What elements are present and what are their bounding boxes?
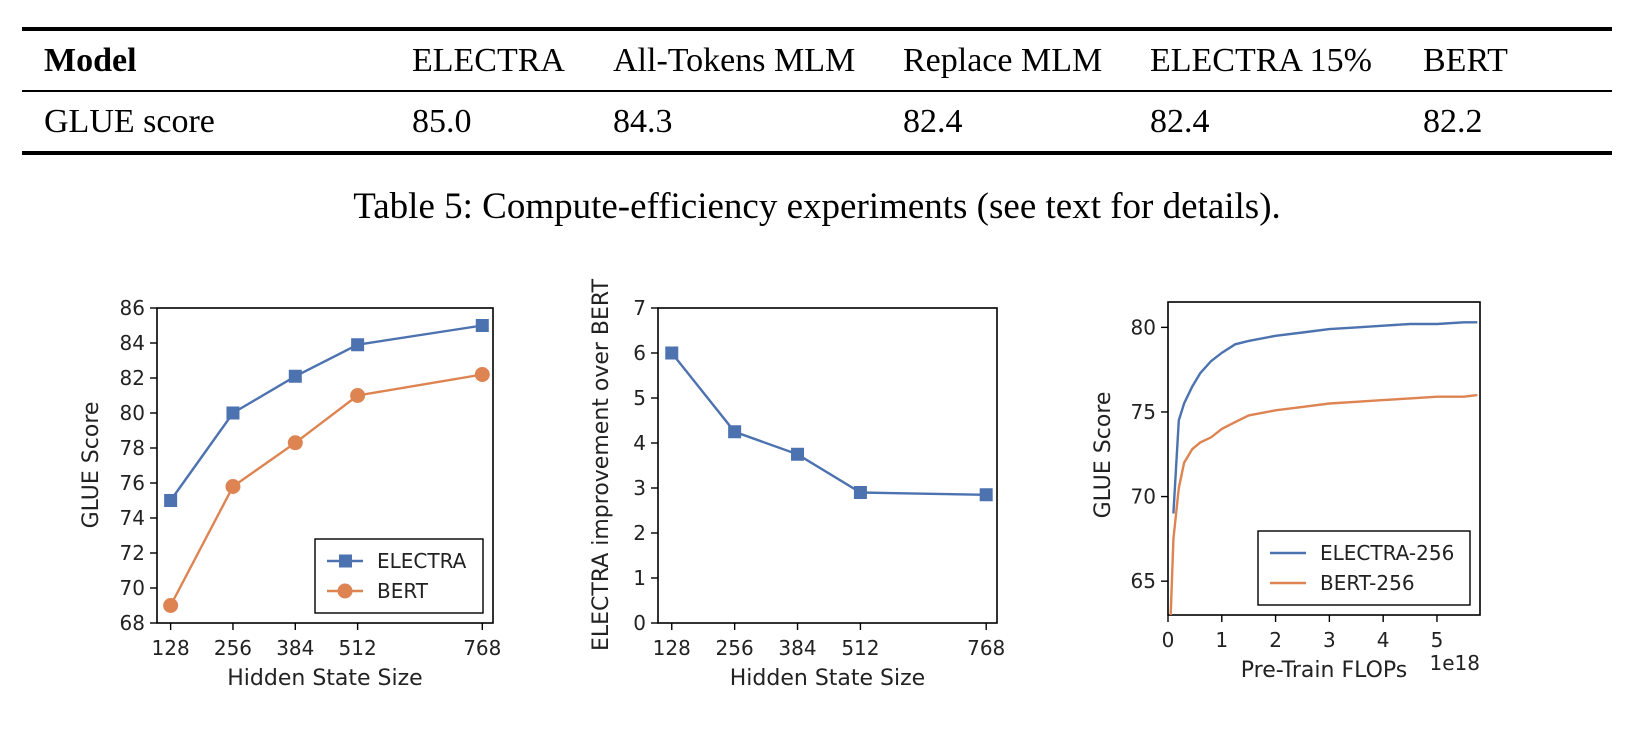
x-tick-label: 128: [152, 636, 190, 660]
data-point-square: [164, 494, 178, 507]
x-tick-label: 128: [653, 636, 691, 660]
plot-frame: [1167, 301, 1481, 616]
x-tick-label: 5: [1431, 628, 1444, 652]
y-tick-label: 0: [633, 611, 646, 635]
y-tick-label: 68: [120, 611, 145, 635]
legend: [1257, 530, 1471, 606]
x-axis-label: Pre-Train FLOPs: [1241, 658, 1407, 683]
x-tick-label: 4: [1377, 628, 1390, 652]
x-tick-label: 256: [716, 636, 754, 660]
data-point-circle: [350, 388, 366, 403]
y-tick-label: 74: [120, 506, 145, 530]
table-header-cell: BERT: [1423, 41, 1508, 79]
data-point-square: [226, 406, 240, 420]
x-axis-label: Hidden State Size: [227, 666, 422, 691]
data-point-circle: [287, 435, 303, 451]
y-tick-label: 70: [120, 576, 145, 600]
table-header-cell: ELECTRA 15%: [1150, 41, 1372, 79]
table-header-cell: Model: [44, 41, 137, 79]
table-caption: Table 5: Compute-efficiency experiments …: [353, 186, 1281, 227]
data-point-square: [475, 319, 489, 332]
table-cell: 84.3: [613, 102, 673, 140]
legend: [314, 538, 484, 614]
y-tick-label: 82: [120, 366, 145, 390]
y-tick-label: 80: [1131, 315, 1156, 339]
y-axis-label: ELECTRA improvement over BERT: [589, 278, 614, 651]
table-header-cell: Replace MLM: [903, 41, 1103, 79]
data-point-square: [791, 447, 805, 461]
series-line-bert-256: [1169, 393, 1478, 615]
legend-label: BERT: [377, 579, 429, 603]
series-line-electra-256: [1172, 321, 1478, 514]
data-point-square: [979, 488, 993, 502]
table-header-cell: ELECTRA: [412, 41, 565, 79]
x-offset-label: 1e18: [1430, 651, 1480, 675]
x-tick-label: 512: [841, 636, 879, 660]
y-tick-label: 2: [633, 521, 646, 545]
y-tick-label: 5: [633, 386, 646, 410]
data-point-square: [853, 486, 867, 499]
y-tick-label: 86: [120, 296, 145, 320]
plot-frame: [156, 307, 494, 624]
table-cell: GLUE score: [44, 102, 215, 140]
x-tick-label: 2: [1269, 628, 1282, 652]
glue-vs-hidden-size-chart: 68 70 72 74 76 78 80 82 84 86 128 256 384 512 768 Hidde…: [79, 296, 501, 691]
data-point-circle: [163, 598, 179, 613]
plot-frame: [657, 307, 998, 624]
legend-label: BERT-256: [1320, 571, 1415, 595]
y-tick-label: 65: [1131, 569, 1156, 593]
table-header-cell: All-Tokens MLM: [613, 41, 856, 79]
table-cell: 85.0: [412, 102, 472, 140]
x-tick-label: 256: [214, 636, 252, 660]
y-tick-label: 78: [120, 436, 145, 460]
y-tick-label: 4: [633, 431, 646, 455]
y-tick-label: 7: [633, 296, 646, 320]
table-cell: 82.2: [1423, 102, 1483, 140]
data-point-circle: [474, 367, 490, 382]
y-axis-label: GLUE Score: [1091, 392, 1116, 519]
x-tick-label: 384: [276, 636, 314, 660]
legend-label: ELECTRA-256: [1320, 541, 1454, 565]
table-cell: 82.4: [1150, 102, 1210, 140]
x-tick-label: 768: [967, 636, 1005, 660]
y-tick-label: 1: [633, 566, 646, 590]
legend-label: ELECTRA: [377, 549, 467, 573]
x-tick-label: 1: [1215, 628, 1228, 652]
data-point-square: [728, 425, 742, 439]
x-tick-label: 3: [1323, 628, 1336, 652]
series-line-electra: [169, 324, 483, 502]
x-tick-label: 512: [339, 636, 377, 660]
legend-marker: [337, 583, 353, 599]
data-point-square: [665, 346, 679, 360]
y-axis-label: GLUE Score: [79, 402, 104, 529]
x-tick-label: 0: [1162, 628, 1175, 652]
x-axis-label: Hidden State Size: [730, 666, 925, 691]
y-tick-label: 80: [120, 401, 145, 425]
table-row: GLUE score 85.0 84.3 82.4 82.4 82.2: [22, 91, 1612, 153]
y-tick-label: 75: [1131, 400, 1156, 424]
y-tick-label: 70: [1131, 485, 1156, 509]
data-point-circle: [225, 479, 241, 494]
x-tick-label: 384: [778, 636, 816, 660]
x-tick-label: 768: [463, 636, 501, 660]
y-tick-label: 3: [633, 476, 646, 500]
y-tick-label: 76: [120, 471, 145, 495]
table-header-row: Model ELECTRA All-Tokens MLM Replace MLM…: [22, 29, 1612, 91]
legend-marker: [339, 554, 352, 568]
data-point-square: [288, 369, 302, 383]
results-table: Model ELECTRA All-Tokens MLM Replace MLM…: [22, 27, 1612, 155]
y-tick-label: 72: [120, 541, 145, 565]
electra-improvement-chart: 0 1 2 3 4 5 6 7 128 256 384 512 768 Hidden State Size…: [589, 278, 1005, 691]
series-line-electra-improvement: [670, 352, 987, 496]
table-cell: 82.4: [903, 102, 963, 140]
y-tick-label: 84: [120, 331, 145, 355]
y-tick-label: 6: [633, 341, 646, 365]
data-point-square: [351, 338, 365, 352]
glue-vs-flops-chart: 65 70 75 80 0 1 2 3 4 5 Pre-Train FLOPs GLUE Score 1…: [1091, 301, 1481, 683]
